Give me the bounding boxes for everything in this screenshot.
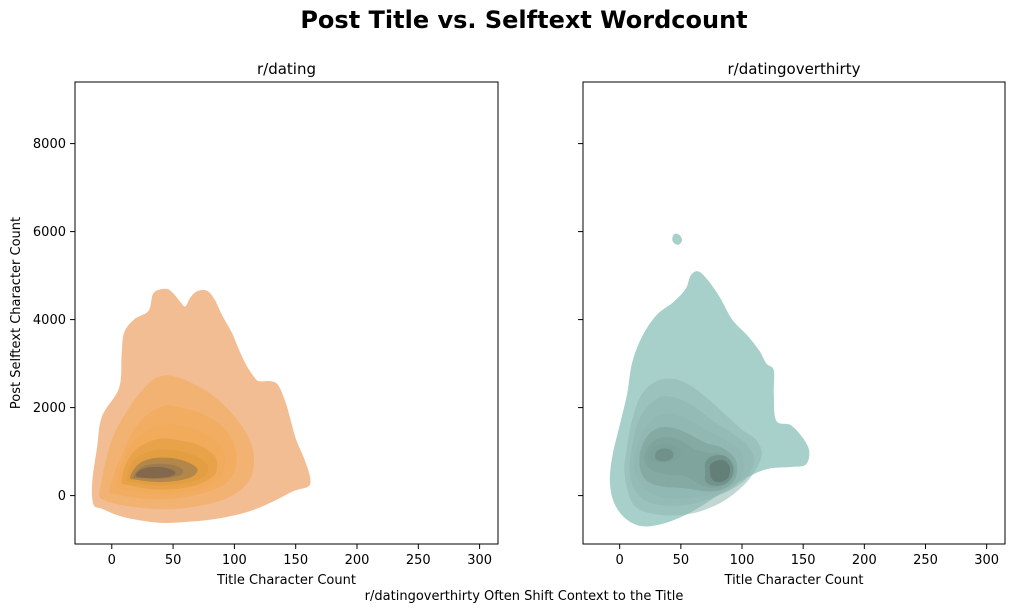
contour-level-9-peak <box>135 466 176 479</box>
density-contours <box>91 288 311 523</box>
x-tick-label: 100 <box>730 553 755 568</box>
x-tick-label: 150 <box>283 553 308 568</box>
x-tick-label: 0 <box>108 553 116 568</box>
contour-level-1b-island <box>672 233 683 245</box>
y-tick-label: 2000 <box>33 401 66 416</box>
figure-caption: r/datingoverthirty Often Shift Context t… <box>365 589 684 604</box>
y-tick-label: 0 <box>58 489 66 504</box>
x-tick-label: 200 <box>852 553 877 568</box>
figure-title: Post Title vs. Selftext Wordcount <box>300 6 747 34</box>
contour-level-8a-peak <box>655 448 674 462</box>
y-tick-label: 4000 <box>33 313 66 328</box>
x-tick-label: 0 <box>616 553 624 568</box>
x-tick-label: 250 <box>913 553 938 568</box>
density-contours <box>609 233 810 527</box>
y-tick-label: 8000 <box>33 137 66 152</box>
contour-level-8b-peak <box>709 459 731 483</box>
axes-frame <box>74 81 499 545</box>
panel-title: r/datingoverthirty <box>728 60 861 78</box>
x-tick-label: 100 <box>222 553 247 568</box>
x-tick-label: 200 <box>345 553 370 568</box>
y-axis-label: Post Selftext Character Count <box>9 217 24 409</box>
y-tick-label: 6000 <box>33 225 66 240</box>
panel-r-dating: 0 50 100 150 200 250 300 0 2000 4000 6000 8000 r/dat… <box>9 60 499 588</box>
x-tick-label: 50 <box>673 553 690 568</box>
x-tick-label: 300 <box>467 553 492 568</box>
x-tick-label: 50 <box>165 553 182 568</box>
panel-title: r/dating <box>257 60 316 78</box>
x-tick-label: 250 <box>406 553 431 568</box>
x-tick-label: 300 <box>974 553 999 568</box>
x-tick-label: 150 <box>791 553 816 568</box>
panel-r-datingoverthirty: 0 50 100 150 200 250 300 r/datingoverthirty Titl… <box>578 60 1006 588</box>
axes-frame <box>582 81 1006 545</box>
x-axis-label: Title Character Count <box>216 573 356 588</box>
x-axis-label: Title Character Count <box>724 573 864 588</box>
